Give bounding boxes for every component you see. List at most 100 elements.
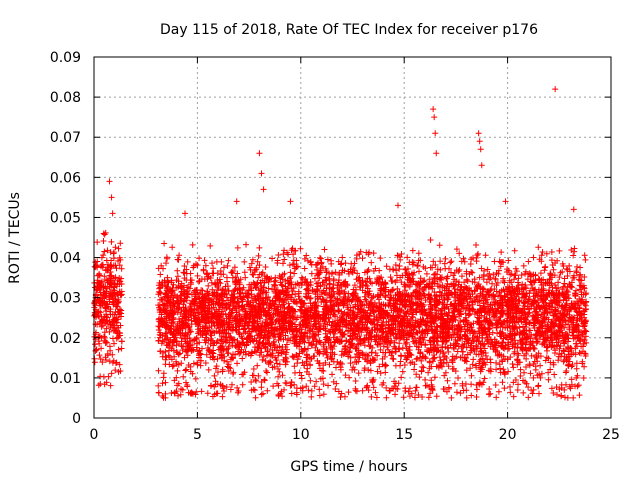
data-point <box>401 361 408 368</box>
data-point <box>510 393 517 400</box>
data-point <box>537 270 544 277</box>
data-point <box>352 378 359 385</box>
data-point <box>269 353 276 360</box>
data-point <box>174 367 181 374</box>
data-point <box>94 279 101 286</box>
data-point <box>287 273 294 280</box>
data-point <box>183 266 190 273</box>
data-point <box>469 306 476 313</box>
data-point <box>96 352 103 359</box>
data-point <box>562 321 569 328</box>
data-point <box>342 372 349 379</box>
data-point <box>98 323 105 330</box>
data-point <box>525 258 532 265</box>
data-point <box>365 387 372 394</box>
data-point <box>223 294 230 301</box>
data-point <box>169 244 176 251</box>
data-point <box>210 265 217 272</box>
data-point <box>95 309 102 316</box>
data-point <box>437 266 444 273</box>
data-point <box>258 282 265 289</box>
data-point <box>329 285 336 292</box>
data-point <box>189 347 196 354</box>
data-point <box>265 285 272 292</box>
data-point <box>482 252 489 259</box>
data-point <box>118 265 125 272</box>
data-point <box>189 241 196 248</box>
data-point <box>98 278 105 285</box>
data-point <box>541 267 548 274</box>
data-point <box>363 278 370 285</box>
data-point <box>527 319 534 326</box>
data-point <box>386 387 393 394</box>
data-point <box>324 256 331 263</box>
data-point <box>96 313 103 320</box>
data-point <box>112 274 119 281</box>
data-point <box>112 367 119 374</box>
data-point <box>202 359 209 366</box>
data-point <box>201 257 208 264</box>
data-point <box>234 360 241 367</box>
data-point <box>367 367 374 374</box>
data-point <box>510 364 517 371</box>
data-point <box>373 394 380 401</box>
data-point <box>251 348 258 355</box>
data-point <box>386 300 393 307</box>
data-point <box>510 276 517 283</box>
data-point <box>198 388 205 395</box>
data-point <box>107 306 114 313</box>
data-point <box>221 387 228 394</box>
data-point <box>499 379 506 386</box>
data-point <box>325 337 332 344</box>
data-point <box>252 394 259 401</box>
data-point <box>436 354 443 361</box>
data-point <box>107 249 114 256</box>
data-point <box>182 367 189 374</box>
data-point <box>526 362 533 369</box>
data-point <box>118 345 125 352</box>
data-point <box>405 388 412 395</box>
data-point <box>369 378 376 385</box>
data-point <box>209 260 216 267</box>
data-point <box>516 298 523 305</box>
data-point <box>104 314 111 321</box>
data-point <box>372 389 379 396</box>
data-point <box>234 384 241 391</box>
data-point <box>355 370 362 377</box>
data-point <box>415 391 422 398</box>
data-point <box>493 359 500 366</box>
data-point <box>242 274 249 281</box>
data-point <box>473 258 480 265</box>
data-point <box>329 318 336 325</box>
data-point <box>108 272 115 279</box>
data-point <box>543 250 550 257</box>
data-point <box>261 377 268 384</box>
data-point <box>408 352 415 359</box>
data-point <box>574 372 581 379</box>
data-point <box>572 383 579 390</box>
data-point <box>241 258 248 265</box>
data-point <box>224 262 231 269</box>
data-point <box>443 388 450 395</box>
data-point <box>118 275 125 282</box>
data-point <box>170 281 177 288</box>
data-point <box>397 358 404 365</box>
data-point <box>287 294 294 301</box>
data-point <box>234 244 241 251</box>
data-point <box>468 381 475 388</box>
data-point <box>486 386 493 393</box>
data-point <box>307 258 314 265</box>
data-point <box>99 359 106 366</box>
data-point <box>113 335 120 342</box>
data-point <box>351 282 358 289</box>
data-point <box>328 260 335 267</box>
data-point <box>101 294 108 301</box>
data-point <box>103 257 110 264</box>
data-point <box>251 387 258 394</box>
data-point <box>509 361 516 368</box>
data-point <box>103 318 110 325</box>
data-point <box>481 375 488 382</box>
data-point <box>94 321 101 328</box>
data-point <box>196 255 203 262</box>
